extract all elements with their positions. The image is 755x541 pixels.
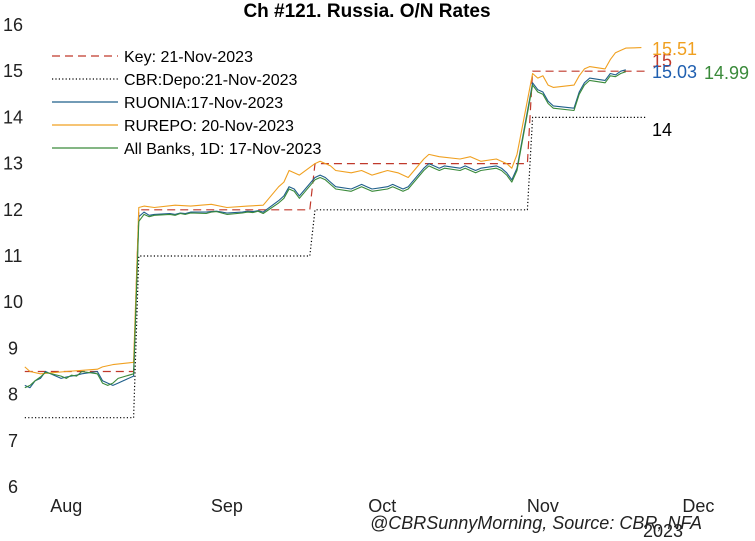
x-tick-label: Dec [682,496,714,516]
series-end-label: 14.99 [704,63,749,83]
y-tick-label: 15 [3,61,23,81]
y-tick-label: 13 [3,154,23,174]
y-tick-label: 10 [3,292,23,312]
series-end-label: 14 [652,120,672,140]
legend: Key: 21-Nov-2023 CBR:Depo:21-Nov-2023 RUON… [52,49,322,158]
x-tick-label: Aug [50,496,82,516]
x-tick-label: Oct [368,496,396,516]
y-axis: 6 7 8 9 10 11 12 13 14 15 16 [3,15,23,497]
y-tick-label: 11 [4,246,23,266]
legend-label: RUONIA:17-Nov-2023 [124,95,283,112]
plot-area [24,47,647,419]
chart-title: Ch #121. Russia. O/N Rates [243,1,490,22]
end-labels: 15 14 15.03 15.51 14.99 [652,39,749,140]
y-tick-label: 7 [8,431,18,451]
x-year-label: 2023 [643,521,683,541]
y-tick-label: 6 [8,477,18,497]
series-end-label: 15.51 [652,39,697,59]
series-end-label: 15 [652,51,672,71]
y-tick-label: 16 [3,15,23,35]
series-line-3 [24,47,642,375]
x-axis: Aug Sep Oct Nov Dec [50,496,714,516]
series-line-4 [24,71,626,389]
legend-label: RUREPO: 20-Nov-2023 [124,118,294,135]
legend-label: CBR:Depo:21-Nov-2023 [124,72,298,89]
y-tick-label: 12 [3,200,23,220]
source-credit: @CBRSunnyMorning, Source: CBR, NFA [370,513,702,533]
y-tick-label: 9 [8,338,18,358]
x-tick-label: Sep [211,496,243,516]
legend-label: All Banks, 1D: 17-Nov-2023 [124,141,322,158]
series-line-1 [24,116,647,419]
y-tick-label: 8 [8,385,18,405]
series-end-label: 15.03 [652,62,697,82]
legend-label: Key: 21-Nov-2023 [124,49,253,66]
y-tick-label: 14 [3,107,23,127]
x-tick-label: Nov [527,496,559,516]
series-line-0 [24,70,647,373]
